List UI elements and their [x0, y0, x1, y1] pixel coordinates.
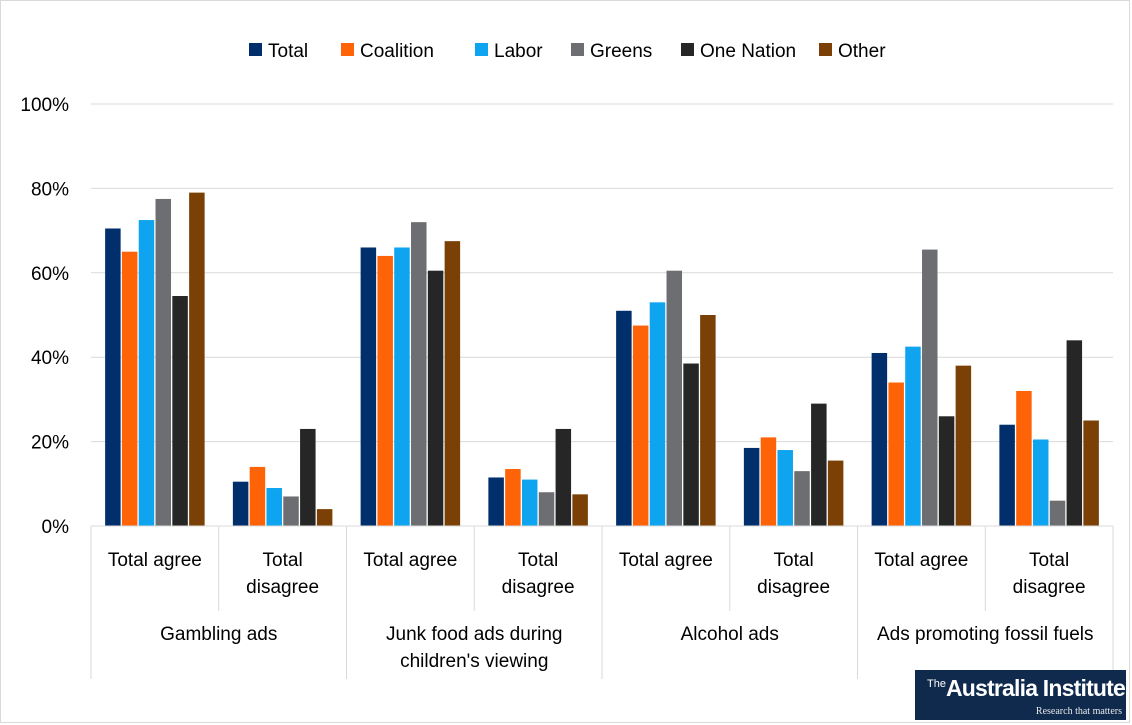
legend-label: Coalition: [360, 41, 434, 62]
bar-other: [1083, 420, 1099, 526]
bar-labor: [649, 302, 666, 526]
bar-total: [360, 247, 377, 527]
bar-total: [232, 481, 249, 526]
bar-coalition: [888, 382, 904, 526]
bar-coalition: [1016, 390, 1032, 526]
bar-greens: [794, 471, 810, 526]
legend-label: Total: [268, 41, 308, 62]
y-tick-label: 100%: [20, 95, 69, 116]
bar-one-nation: [683, 363, 699, 526]
bar-one-nation: [938, 416, 955, 526]
bar-other: [189, 192, 205, 526]
bar-labor: [1032, 439, 1049, 526]
legend-label: One Nation: [700, 41, 796, 62]
bar-labor: [521, 479, 538, 526]
bar-greens: [538, 492, 555, 526]
bar-total: [871, 352, 888, 526]
group-label: Ads promoting fossil fuels: [877, 624, 1094, 645]
bar-coalition: [760, 437, 777, 526]
y-tick-label: 60%: [31, 264, 69, 285]
legend-swatch-coalition: [341, 43, 354, 56]
legend-label: Labor: [494, 41, 543, 62]
bar-other: [700, 315, 716, 526]
bar-other: [444, 241, 461, 526]
bar-labor: [905, 346, 921, 526]
bar-greens: [922, 249, 938, 526]
legend-swatch-labor: [475, 43, 488, 56]
bar-one-nation: [555, 428, 572, 526]
bar-coalition: [505, 469, 521, 526]
category-label: Total agree: [363, 550, 457, 571]
logo-wordmark: TheAustralia Institute: [927, 675, 1126, 702]
bar-labor: [266, 488, 282, 526]
category-label: Total: [1029, 550, 1069, 571]
bar-total: [488, 477, 504, 526]
bar-total: [105, 228, 121, 527]
bar-labor: [394, 247, 410, 527]
bars: [105, 192, 1099, 527]
category-label: disagree: [502, 577, 575, 598]
x-axis: Total agree Total disagree Total agree Total…: [90, 525, 1114, 679]
bar-coalition: [249, 466, 266, 526]
category-label: Total: [263, 550, 303, 571]
category-label: Total: [774, 550, 814, 571]
group-label: children's viewing: [400, 651, 548, 672]
bar-coalition: [377, 255, 393, 527]
y-tick-label: 20%: [31, 433, 69, 454]
legend-label: Greens: [590, 41, 652, 62]
bar-greens: [666, 270, 683, 526]
legend[interactable]: Total Coalition Labor Greens One Nation Other: [249, 41, 886, 62]
bar-greens: [155, 198, 172, 526]
category-label: Total agree: [874, 550, 968, 571]
category-label: disagree: [757, 577, 830, 598]
y-axis: 0% 20% 40% 60% 80% 100%: [20, 95, 69, 538]
bar-one-nation: [300, 428, 316, 526]
category-label: disagree: [1013, 577, 1086, 598]
legend-swatch-greens: [571, 43, 584, 56]
legend-swatch-one-nation: [681, 43, 694, 56]
bar-one-nation: [811, 403, 827, 526]
y-tick-label: 0%: [42, 517, 70, 538]
legend-swatch-other: [819, 43, 832, 56]
bar-total: [616, 310, 632, 526]
bar-one-nation: [172, 296, 188, 526]
bar-coalition: [632, 325, 649, 526]
logo-prefix: The: [927, 678, 946, 690]
logo-name: Australia Institute: [945, 675, 1126, 701]
legend-swatch-total: [249, 43, 262, 56]
bar-greens: [283, 496, 299, 526]
bar-one-nation: [427, 270, 444, 526]
bar-greens: [411, 222, 427, 526]
category-label: Total agree: [108, 550, 202, 571]
group-label: Alcohol ads: [681, 624, 779, 645]
category-label: Total agree: [619, 550, 713, 571]
bar-greens: [1049, 500, 1066, 526]
bar-other: [955, 365, 972, 526]
bar-total: [999, 424, 1015, 526]
logo-tagline: Research that matters: [1035, 706, 1122, 717]
bar-labor: [777, 450, 793, 526]
y-tick-label: 40%: [31, 348, 69, 369]
bar-coalition: [121, 251, 138, 526]
group-label: Gambling ads: [160, 624, 277, 645]
category-label: disagree: [246, 577, 319, 598]
legend-label: Other: [838, 41, 886, 62]
bar-other: [827, 460, 844, 526]
bar-one-nation: [1066, 340, 1083, 526]
group-label: Junk food ads during: [386, 624, 562, 645]
y-tick-label: 80%: [31, 179, 69, 200]
bar-total: [743, 447, 760, 526]
australia-institute-logo: TheAustralia Institute Research that mat…: [915, 670, 1126, 720]
bar-labor: [138, 220, 155, 527]
category-label: Total: [518, 550, 558, 571]
bar-other: [572, 494, 588, 526]
bar-other: [316, 509, 333, 526]
